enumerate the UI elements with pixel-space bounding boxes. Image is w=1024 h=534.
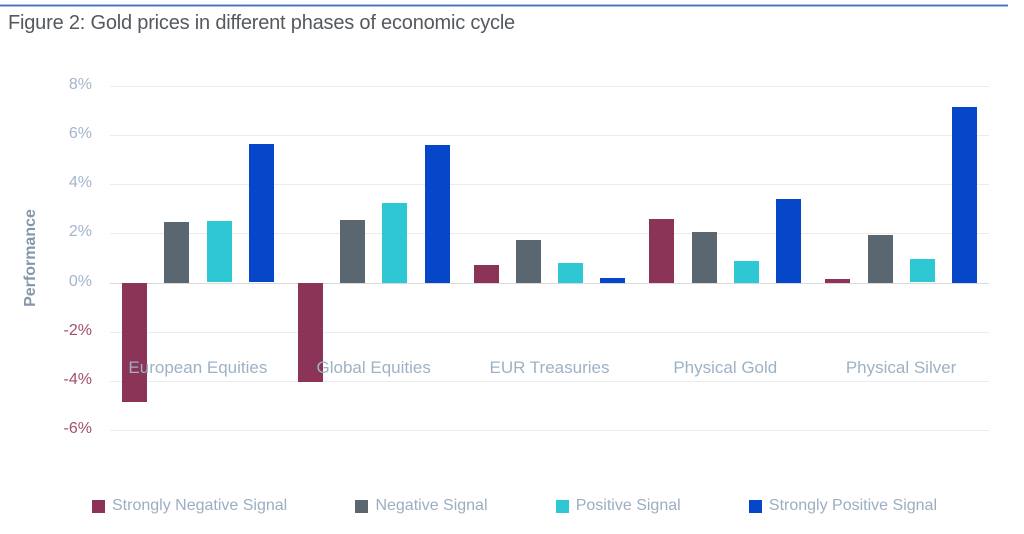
legend-item: Strongly Negative Signal xyxy=(92,497,287,515)
gridline xyxy=(110,135,989,137)
legend-label: Strongly Positive Signal xyxy=(768,497,937,514)
legend-item: Positive Signal xyxy=(555,497,681,515)
y-tick-label: 2% xyxy=(68,223,92,241)
legend-swatch-icon xyxy=(748,499,762,513)
bar xyxy=(340,219,366,283)
bar xyxy=(558,262,584,283)
x-category-label: European Equities xyxy=(128,358,268,377)
bar xyxy=(206,221,232,283)
gridline xyxy=(110,233,989,235)
bar xyxy=(515,239,541,283)
gridline xyxy=(110,184,989,186)
y-tick-label: -4% xyxy=(63,370,92,388)
bar xyxy=(691,232,717,283)
gridline xyxy=(110,380,989,382)
bar xyxy=(649,218,675,283)
legend: Strongly Negative Signal Negative Signal P… xyxy=(92,497,937,515)
legend-swatch-icon xyxy=(92,499,105,513)
zero-axis-line xyxy=(110,282,989,284)
legend-swatch-icon xyxy=(355,499,369,513)
bar xyxy=(825,278,851,283)
bar xyxy=(734,260,759,283)
legend-label: Positive Signal xyxy=(575,497,681,514)
bar xyxy=(382,202,408,283)
bar xyxy=(473,265,499,283)
bar xyxy=(909,259,935,283)
plot-area: 8% 6% 4% 2% 0% -2% -4% -6% xyxy=(64,76,989,437)
x-category-label: Physical Silver xyxy=(845,358,957,377)
x-category-label: EUR Treasuries xyxy=(489,358,610,377)
y-tick-label: 8% xyxy=(68,76,92,93)
gridline xyxy=(110,86,989,87)
legend-item: Negative Signal xyxy=(355,497,488,515)
bar xyxy=(164,222,190,283)
legend-label: Strongly Negative Signal xyxy=(112,497,288,514)
y-tick-label: -6% xyxy=(63,420,92,437)
y-tick-label: -2% xyxy=(63,321,92,339)
legend-swatch-icon xyxy=(555,499,569,513)
figure-title: Figure 2: Gold prices in different phase… xyxy=(8,12,515,34)
accent-rule xyxy=(0,4,1008,7)
bar xyxy=(600,277,626,283)
bar xyxy=(776,199,802,283)
bar xyxy=(952,106,978,283)
bar xyxy=(297,282,323,383)
y-tick-label: 6% xyxy=(68,125,92,143)
y-tick-label: 0% xyxy=(68,272,92,290)
y-tick-label: 4% xyxy=(68,174,92,192)
gridline xyxy=(110,331,989,333)
bar xyxy=(867,234,893,283)
bar xyxy=(122,282,147,402)
x-category-label: Global Equities xyxy=(316,358,431,377)
bar xyxy=(424,145,450,283)
legend-item: Strongly Positive Signal xyxy=(748,497,937,515)
bar xyxy=(248,143,274,283)
legend-label: Negative Signal xyxy=(375,497,488,514)
x-category-label: Physical Gold xyxy=(673,358,778,377)
gridline xyxy=(110,430,989,431)
